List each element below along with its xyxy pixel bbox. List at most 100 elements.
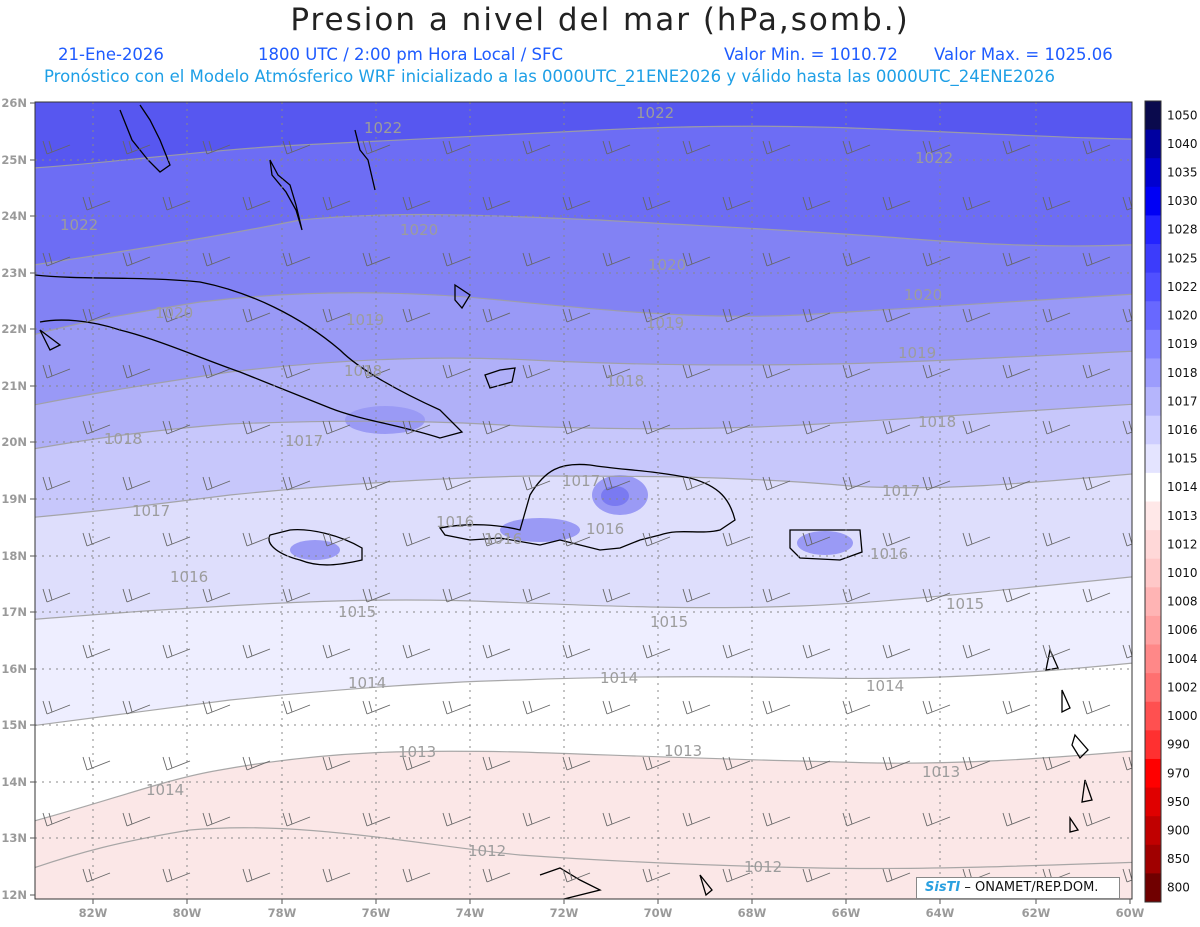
colorbar-swatch bbox=[1145, 215, 1161, 245]
svg-text:76W: 76W bbox=[362, 906, 391, 920]
colorbar-label: 1002 bbox=[1167, 680, 1198, 694]
colorbar-swatch bbox=[1145, 758, 1161, 789]
svg-text:1020: 1020 bbox=[155, 304, 193, 322]
colorbar-label: 1008 bbox=[1167, 595, 1198, 609]
svg-text:1019: 1019 bbox=[646, 314, 684, 332]
colorbar-swatch bbox=[1145, 301, 1161, 331]
colorbar-swatch bbox=[1145, 844, 1161, 874]
colorbar-swatch bbox=[1145, 673, 1161, 703]
svg-text:82W: 82W bbox=[79, 906, 108, 920]
svg-text:1018: 1018 bbox=[918, 413, 956, 431]
colorbar-swatch bbox=[1145, 615, 1161, 646]
svg-text:1015: 1015 bbox=[650, 613, 688, 631]
colorbar-swatch bbox=[1145, 358, 1161, 388]
svg-text:1014: 1014 bbox=[600, 669, 638, 687]
colorbar-label: 1010 bbox=[1167, 566, 1198, 580]
isobar-labels: 1022 1022 1022 1022 1020 1020 1020 1020 … bbox=[60, 104, 984, 876]
colorbar-label: 1013 bbox=[1167, 509, 1198, 523]
credit-box: SisTI – ONAMET/REP.DOM. bbox=[916, 877, 1120, 899]
svg-text:23N: 23N bbox=[1, 266, 27, 280]
svg-text:1015: 1015 bbox=[946, 595, 984, 613]
svg-text:1013: 1013 bbox=[922, 763, 960, 781]
svg-text:1018: 1018 bbox=[344, 362, 382, 380]
svg-text:1012: 1012 bbox=[744, 858, 782, 876]
svg-text:70W: 70W bbox=[644, 906, 673, 920]
svg-text:1014: 1014 bbox=[348, 674, 386, 692]
colorbar-label: 990 bbox=[1167, 738, 1190, 752]
svg-text:1018: 1018 bbox=[606, 372, 644, 390]
svg-text:62W: 62W bbox=[1022, 906, 1051, 920]
colorbar-swatch bbox=[1145, 701, 1161, 731]
latitude-labels: 26N 25N 24N 23N 22N 21N 20N 19N 18N 17N … bbox=[1, 96, 27, 902]
colorbar-label: 1016 bbox=[1167, 423, 1198, 437]
forecast-date: 21-Ene-2026 bbox=[58, 45, 164, 64]
svg-text:19N: 19N bbox=[1, 492, 27, 506]
colorbar-swatch bbox=[1145, 101, 1161, 131]
colorbar-swatch bbox=[1145, 387, 1161, 417]
svg-text:1012: 1012 bbox=[468, 842, 506, 860]
svg-text:1020: 1020 bbox=[400, 221, 438, 239]
svg-text:1016: 1016 bbox=[436, 513, 474, 531]
svg-text:16N: 16N bbox=[1, 662, 27, 676]
svg-text:1019: 1019 bbox=[898, 344, 936, 362]
colorbar-swatch bbox=[1145, 787, 1161, 817]
svg-text:1015: 1015 bbox=[338, 603, 376, 621]
svg-text:1020: 1020 bbox=[904, 286, 942, 304]
colorbar-label: 1028 bbox=[1167, 223, 1198, 237]
svg-text:68W: 68W bbox=[738, 906, 767, 920]
model-info: Pronóstico con el Modelo Atmósferico WRF… bbox=[44, 67, 1055, 86]
colorbar-swatch bbox=[1145, 644, 1161, 674]
colorbar-label: 1004 bbox=[1167, 652, 1198, 666]
svg-text:14N: 14N bbox=[1, 775, 27, 789]
svg-text:80W: 80W bbox=[173, 906, 202, 920]
coastlines bbox=[35, 104, 1093, 899]
svg-text:12N: 12N bbox=[1, 888, 27, 902]
colorbar-label: 1000 bbox=[1167, 709, 1198, 723]
svg-text:17N: 17N bbox=[1, 605, 27, 619]
svg-text:1022: 1022 bbox=[364, 119, 402, 137]
colorbar-label: 1035 bbox=[1167, 166, 1198, 180]
colorbar-swatch bbox=[1145, 472, 1161, 502]
colorbar-label: 1019 bbox=[1167, 337, 1198, 351]
colorbar-label: 1018 bbox=[1167, 366, 1198, 380]
colorbar-swatch bbox=[1145, 730, 1161, 760]
svg-text:24N: 24N bbox=[1, 209, 27, 223]
colorbar-swatch bbox=[1145, 558, 1161, 588]
colorbar-swatch bbox=[1145, 415, 1161, 445]
colorbar-label: 970 bbox=[1167, 766, 1190, 780]
colorbar-label: 1017 bbox=[1167, 394, 1198, 408]
colorbar-label: 1006 bbox=[1167, 623, 1198, 637]
svg-text:1016: 1016 bbox=[170, 568, 208, 586]
colorbar-swatch bbox=[1145, 816, 1161, 846]
svg-text:1016: 1016 bbox=[870, 545, 908, 563]
svg-text:20N: 20N bbox=[1, 435, 27, 449]
svg-text:64W: 64W bbox=[926, 906, 955, 920]
svg-text:25N: 25N bbox=[1, 153, 27, 167]
svg-text:1020: 1020 bbox=[648, 256, 686, 274]
svg-text:1014: 1014 bbox=[866, 677, 904, 695]
svg-text:13N: 13N bbox=[1, 831, 27, 845]
svg-text:66W: 66W bbox=[832, 906, 861, 920]
colorbar-label: 1020 bbox=[1167, 309, 1198, 323]
svg-text:1016: 1016 bbox=[484, 530, 522, 548]
colorbar-label: 1050 bbox=[1167, 108, 1198, 122]
colorbar-swatch bbox=[1145, 501, 1161, 531]
svg-text:1022: 1022 bbox=[636, 104, 674, 122]
pressure-fields: 1022 1022 1022 1022 1020 1020 1020 1020 … bbox=[35, 102, 1132, 899]
colorbar-swatch bbox=[1145, 158, 1161, 188]
svg-text:1022: 1022 bbox=[915, 149, 953, 167]
colorbar-label: 1030 bbox=[1167, 194, 1198, 208]
svg-text:78W: 78W bbox=[268, 906, 297, 920]
svg-text:1019: 1019 bbox=[346, 311, 384, 329]
colorbar-label: 1025 bbox=[1167, 251, 1198, 265]
colorbar-swatch bbox=[1145, 272, 1161, 302]
min-value: Valor Min. = 1010.72 bbox=[724, 45, 898, 64]
colorbar-swatch bbox=[1145, 530, 1161, 560]
sisti-logo: SisTI bbox=[925, 880, 961, 895]
svg-text:1022: 1022 bbox=[60, 216, 98, 234]
svg-text:1017: 1017 bbox=[132, 502, 170, 520]
longitude-labels: 82W 80W 78W 76W 74W 72W 70W 68W 66W 64W … bbox=[79, 906, 1145, 920]
svg-text:1017: 1017 bbox=[285, 432, 323, 450]
colorbar-label: 1040 bbox=[1167, 137, 1198, 151]
